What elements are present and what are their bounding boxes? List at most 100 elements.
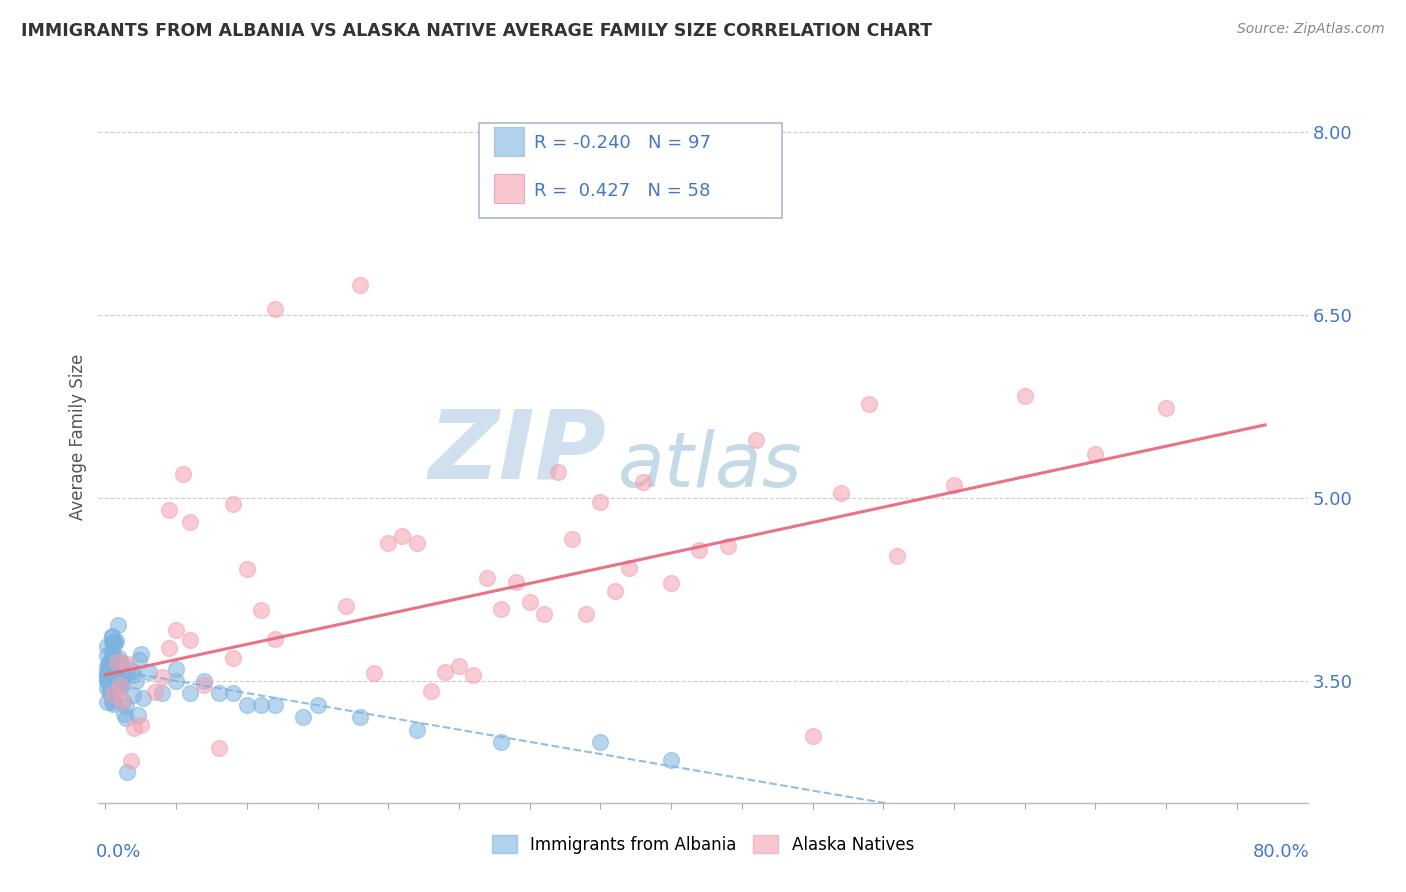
- Point: [157, 641, 180, 656]
- Point: [129, 647, 152, 661]
- Point: [101, 657, 124, 671]
- Point: [115, 765, 138, 780]
- Point: [830, 485, 852, 500]
- Point: [143, 685, 166, 699]
- Point: [103, 651, 125, 665]
- Point: [96, 640, 118, 654]
- Point: [943, 478, 966, 492]
- Point: [745, 433, 768, 447]
- Point: [179, 516, 201, 530]
- Point: [101, 692, 124, 706]
- Point: [100, 659, 122, 673]
- Point: [222, 651, 245, 665]
- Point: [96, 659, 118, 673]
- Point: [120, 754, 142, 768]
- Point: [491, 735, 513, 749]
- Point: [405, 723, 427, 737]
- Point: [96, 648, 118, 662]
- Point: [631, 475, 654, 489]
- Point: [100, 687, 122, 701]
- Point: [264, 301, 287, 317]
- Point: [121, 664, 143, 678]
- Text: Source: ZipAtlas.com: Source: ZipAtlas.com: [1237, 22, 1385, 37]
- Point: [264, 632, 287, 647]
- Point: [103, 635, 125, 649]
- Point: [292, 710, 315, 724]
- Point: [688, 542, 710, 557]
- Point: [100, 653, 122, 667]
- Point: [97, 656, 120, 670]
- Point: [377, 536, 399, 550]
- Point: [107, 674, 129, 689]
- Point: [349, 277, 371, 292]
- Text: 80.0%: 80.0%: [1253, 843, 1310, 861]
- Point: [98, 681, 121, 695]
- Point: [179, 686, 201, 700]
- Point: [97, 667, 120, 681]
- Point: [165, 673, 187, 688]
- Point: [101, 635, 124, 649]
- Text: R =  0.427   N = 58: R = 0.427 N = 58: [534, 182, 710, 200]
- Point: [391, 529, 413, 543]
- Point: [121, 668, 143, 682]
- Point: [547, 465, 569, 479]
- Point: [97, 663, 120, 677]
- Point: [463, 667, 485, 681]
- Point: [589, 495, 612, 509]
- Point: [150, 686, 173, 700]
- Point: [98, 686, 121, 700]
- Point: [100, 681, 122, 696]
- Point: [157, 503, 180, 517]
- Point: [96, 695, 118, 709]
- Point: [589, 735, 612, 749]
- Point: [111, 694, 134, 708]
- Point: [236, 562, 259, 576]
- Point: [801, 729, 824, 743]
- Point: [108, 678, 131, 692]
- Point: [519, 595, 541, 609]
- Point: [179, 633, 201, 648]
- Point: [96, 665, 118, 679]
- Point: [165, 624, 187, 638]
- Point: [100, 678, 122, 692]
- Point: [108, 673, 131, 688]
- Point: [108, 660, 131, 674]
- Point: [111, 694, 134, 708]
- Point: [105, 676, 128, 690]
- Point: [98, 665, 121, 679]
- Point: [533, 607, 555, 621]
- Point: [121, 688, 143, 702]
- Point: [111, 657, 134, 672]
- Point: [110, 669, 132, 683]
- Point: [193, 677, 215, 691]
- Point: [561, 532, 583, 546]
- Y-axis label: Average Family Size: Average Family Size: [69, 354, 87, 520]
- Point: [115, 665, 138, 680]
- Point: [349, 710, 371, 724]
- Point: [886, 549, 908, 564]
- Bar: [494, 127, 524, 156]
- Point: [98, 675, 121, 690]
- Point: [1154, 401, 1177, 416]
- Point: [193, 673, 215, 688]
- Point: [105, 655, 128, 669]
- Point: [433, 665, 456, 679]
- Point: [132, 691, 155, 706]
- Point: [96, 669, 118, 683]
- Point: [659, 753, 682, 767]
- Text: R = -0.240   N = 97: R = -0.240 N = 97: [534, 135, 710, 153]
- Point: [129, 718, 152, 732]
- Point: [122, 721, 145, 735]
- Point: [96, 674, 118, 689]
- Point: [104, 679, 127, 693]
- Point: [207, 740, 229, 755]
- Point: [307, 698, 329, 713]
- Point: [236, 698, 259, 713]
- Point: [96, 673, 118, 687]
- Point: [165, 662, 187, 676]
- Point: [107, 618, 129, 632]
- Point: [110, 677, 132, 691]
- Point: [101, 645, 124, 659]
- Point: [659, 575, 682, 590]
- Point: [108, 650, 131, 665]
